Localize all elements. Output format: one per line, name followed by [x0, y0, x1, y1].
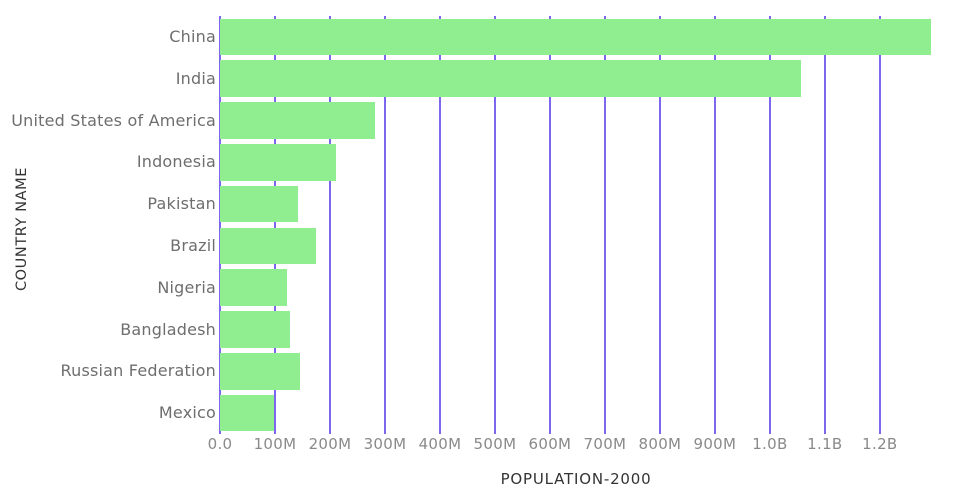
- bar-pakistan: [220, 185, 299, 223]
- gridline: [658, 16, 661, 434]
- category-label: Mexico: [158, 403, 216, 423]
- category-label: Bangladesh: [120, 319, 216, 339]
- x-axis-title: POPULATION-2000: [500, 470, 652, 488]
- gridline: [438, 16, 441, 434]
- gridline: [768, 16, 771, 434]
- gridline: [713, 16, 716, 434]
- category-label: Brazil: [170, 235, 216, 255]
- category-axis: China India United States of America Indone…: [0, 16, 216, 434]
- gridline: [603, 16, 606, 434]
- bar-nigeria: [220, 269, 288, 306]
- category-label: Indonesia: [136, 152, 216, 172]
- x-tick-label: 1.1B: [807, 435, 843, 453]
- category-label: India: [175, 68, 216, 88]
- x-tick-label: 300M: [363, 435, 407, 453]
- x-axis-ticks: 0.0 100M 200M 300M 400M 500M 600M 700M 800M 900M 1…: [208, 434, 931, 454]
- x-tick-label: 200M: [308, 435, 352, 453]
- x-tick-label: 800M: [638, 435, 682, 453]
- gridline: [878, 16, 881, 434]
- plot-area: [219, 16, 931, 434]
- bar-china: [220, 18, 931, 56]
- bar-indonesia: [220, 144, 337, 181]
- category-label: United States of America: [11, 110, 216, 130]
- bar-russian-federation: [220, 353, 301, 390]
- gridline: [383, 16, 386, 434]
- gridline: [219, 16, 221, 434]
- x-tick-label: 600M: [528, 435, 572, 453]
- category-label: Nigeria: [157, 277, 216, 297]
- x-tick-label: 400M: [418, 435, 462, 453]
- x-tick-label: 500M: [473, 435, 517, 453]
- category-label: Russian Federation: [60, 361, 216, 381]
- x-tick-label: 0.0: [207, 435, 233, 453]
- gridline: [493, 16, 496, 434]
- x-tick-label: 1.2B: [862, 435, 898, 453]
- gridline: [548, 16, 551, 434]
- bar-united-states-of-america: [220, 102, 376, 139]
- x-tick-label: 700M: [583, 435, 627, 453]
- x-tick-label: 1.0B: [752, 435, 788, 453]
- category-label: Pakistan: [147, 194, 216, 214]
- x-tick-label: 100M: [253, 435, 297, 453]
- gridline: [273, 16, 276, 434]
- category-label: China: [169, 26, 216, 46]
- x-tick-label: 900M: [693, 435, 737, 453]
- bar-brazil: [220, 227, 317, 265]
- bar-india: [220, 60, 802, 97]
- gridline: [328, 16, 331, 434]
- bar-mexico: [220, 394, 275, 432]
- bar-bangladesh: [220, 311, 291, 348]
- gridline: [823, 16, 826, 434]
